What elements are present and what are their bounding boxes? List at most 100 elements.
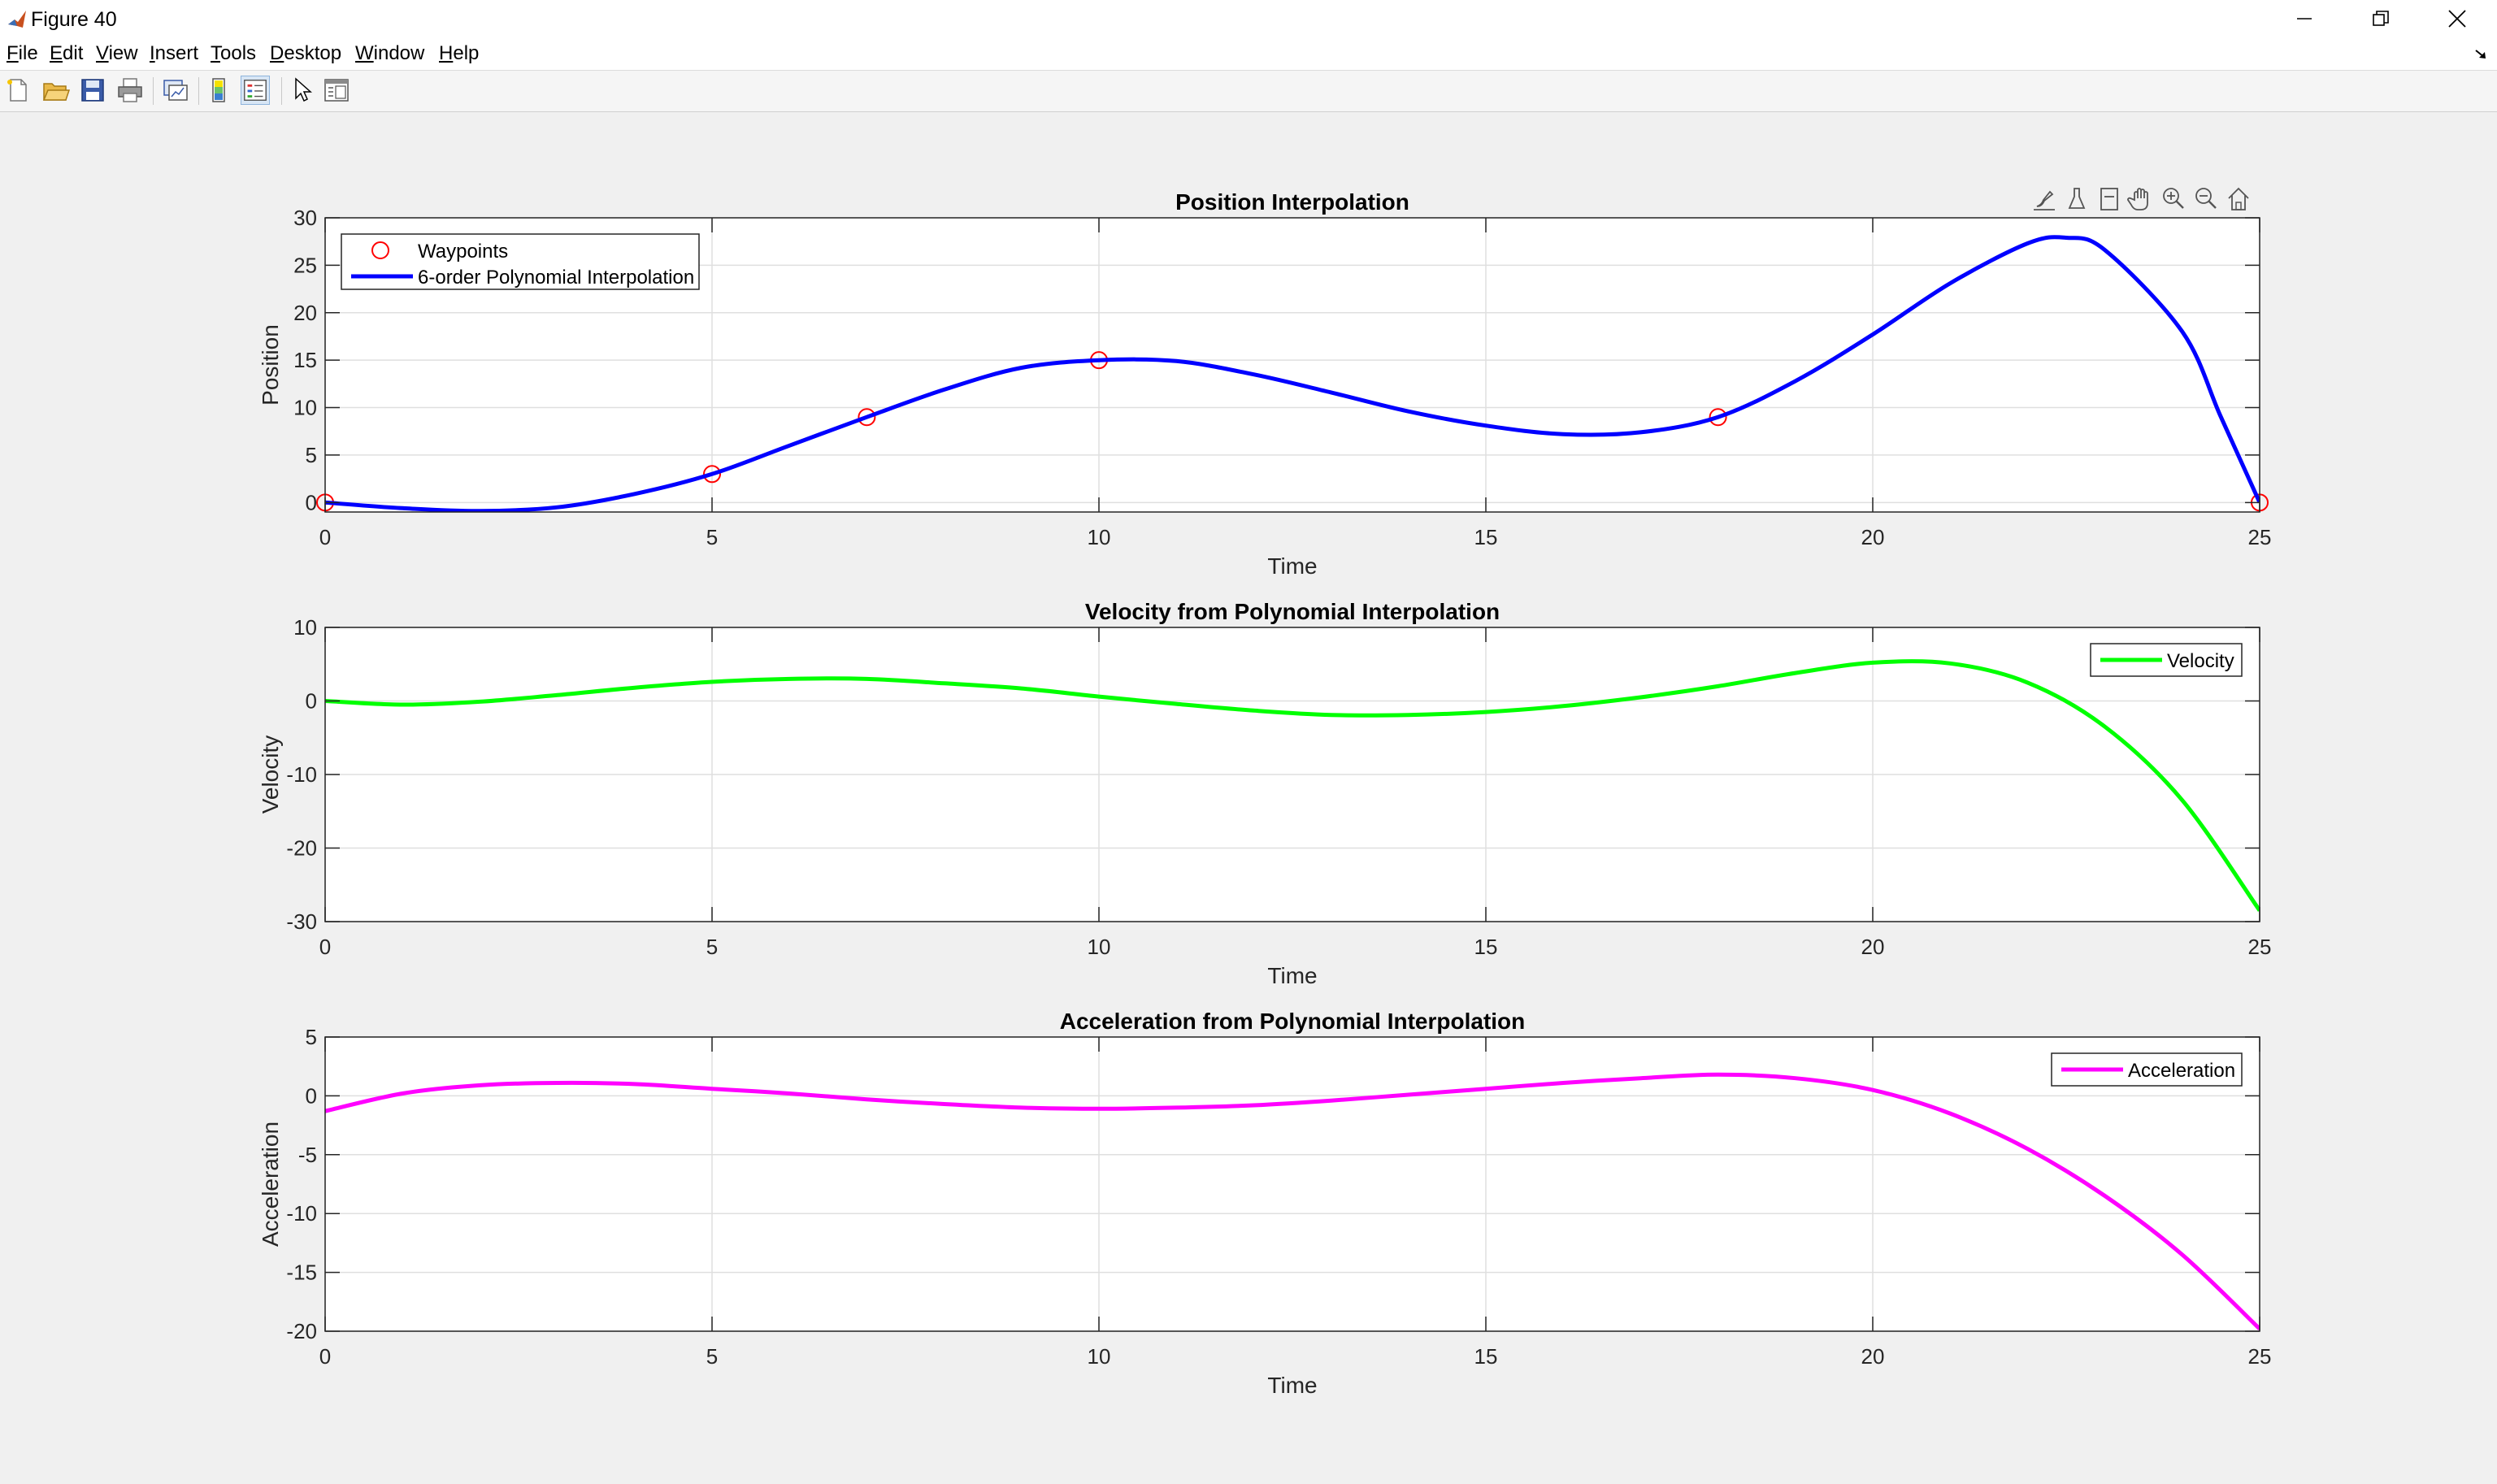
open-file-icon[interactable] [41, 76, 70, 105]
print-icon[interactable] [115, 76, 145, 105]
axes-toolbar [2034, 187, 2249, 210]
x-tick-label: 15 [1474, 935, 1498, 959]
x-tick-label: 5 [706, 935, 718, 959]
y-tick-label: 10 [293, 615, 317, 640]
x-tick-label: 15 [1474, 525, 1498, 549]
y-tick-label: 25 [293, 253, 317, 277]
menu-edit[interactable]: Edit [50, 42, 84, 64]
x-axis-label: Time [1267, 963, 1317, 988]
x-tick-label: 0 [319, 1344, 331, 1369]
brush-data-icon[interactable] [2034, 190, 2055, 210]
x-tick-label: 5 [706, 1344, 718, 1369]
x-axis-label: Time [1267, 1373, 1317, 1398]
x-tick-label: 10 [1088, 1344, 1111, 1369]
y-tick-label: -20 [286, 1319, 317, 1343]
legend[interactable]: Acceleration [2051, 1052, 2243, 1087]
y-tick-label: 0 [306, 689, 317, 714]
y-tick-label: -5 [298, 1143, 317, 1167]
menu-tools[interactable]: Tools [211, 42, 257, 64]
window-title: Figure 40 [31, 8, 117, 31]
series-line[interactable] [325, 235, 2260, 512]
title-bar: Figure 40 [0, 0, 2497, 37]
x-tick-label: 25 [2248, 935, 2272, 959]
series-line[interactable] [325, 659, 2260, 912]
axes-3[interactable]: 0 5 10 15 20 25 -20 -15 -10 -5 0 5 Acceleration from… [258, 1009, 2271, 1398]
property-inspector-icon[interactable] [322, 76, 351, 105]
y-tick-label: -15 [286, 1261, 317, 1285]
y-tick-label: 15 [293, 348, 317, 372]
y-tick-label: -10 [286, 1201, 317, 1226]
legend-label: Acceleration [2128, 1060, 2235, 1082]
y-tick-label: 20 [293, 301, 317, 325]
restore-button[interactable] [2344, 0, 2417, 37]
y-tick-label: 30 [293, 206, 317, 230]
y-tick-label: 0 [306, 1083, 317, 1108]
legend[interactable]: Waypoints 6-order Polynomial Interpolatio… [341, 233, 700, 290]
x-tick-label: 25 [2248, 1344, 2272, 1369]
legend-label: Velocity [2167, 650, 2234, 672]
waypoint-marker[interactable] [858, 408, 876, 427]
x-tick-label: 10 [1088, 525, 1111, 549]
legend-label: Waypoints [418, 241, 508, 263]
menu-file[interactable]: File [7, 42, 38, 64]
save-icon[interactable] [78, 76, 107, 105]
x-tick-label: 20 [1861, 1344, 1885, 1369]
x-axis-label: Time [1267, 553, 1317, 579]
y-tick-label: 5 [306, 1025, 317, 1049]
minimize-button[interactable] [2268, 0, 2341, 37]
toolbar-separator [281, 77, 282, 105]
waypoint-marker[interactable] [1709, 408, 1727, 427]
menu-window[interactable]: Window [355, 42, 425, 64]
edit-plot-icon[interactable] [288, 76, 317, 105]
axes-2[interactable]: 0 5 10 15 20 25 -30 -20 -10 0 10 Velocity from Poly… [258, 599, 2271, 988]
x-tick-label: 0 [319, 935, 331, 959]
x-tick-label: 20 [1861, 525, 1885, 549]
menu-view[interactable]: View [96, 42, 138, 64]
series-line[interactable] [325, 1072, 2260, 1330]
y-tick-label: -20 [286, 836, 317, 861]
dock-arrow-icon[interactable] [2473, 46, 2489, 62]
data-tips-icon[interactable] [2068, 188, 2086, 209]
close-icon [2448, 10, 2466, 28]
y-axis-label: Acceleration [258, 1122, 283, 1247]
x-tick-label: 25 [2248, 525, 2272, 549]
minimize-icon [2297, 18, 2312, 20]
y-tick-label: -10 [286, 762, 317, 787]
menu-insert[interactable]: Insert [150, 42, 199, 64]
toolbar-separator [198, 77, 199, 105]
zoom-in-icon[interactable] [2163, 188, 2184, 209]
close-button[interactable] [2421, 0, 2494, 37]
x-tick-label: 15 [1474, 1344, 1498, 1369]
restore-view-icon[interactable] [2100, 188, 2118, 210]
link-plot-icon[interactable] [161, 76, 190, 105]
legend-marker [371, 241, 389, 259]
menu-desktop[interactable]: Desktop [270, 42, 342, 64]
menu-bar: File Edit View Insert Tools Desktop Wind… [0, 37, 2497, 71]
axes-title: Acceleration from Polynomial Interpolati… [1060, 1009, 1526, 1034]
legend-icon[interactable] [241, 76, 270, 105]
y-axis-label: Velocity [258, 735, 283, 814]
legend[interactable]: Velocity [2090, 643, 2243, 677]
x-tick-label: 20 [1861, 935, 1885, 959]
menu-help[interactable]: Help [439, 42, 480, 64]
y-tick-label: 0 [306, 490, 317, 514]
matlab-logo-icon [8, 11, 26, 28]
new-figure-icon[interactable] [3, 76, 33, 105]
x-tick-label: 0 [319, 525, 331, 549]
toolbar-separator [153, 77, 154, 105]
waypoint-marker[interactable] [703, 465, 721, 484]
plot-area[interactable] [325, 1037, 2260, 1331]
pan-icon[interactable] [2127, 188, 2148, 210]
y-tick-label: 10 [293, 396, 317, 420]
home-icon[interactable] [2228, 187, 2249, 210]
legend-box[interactable] [341, 233, 700, 290]
axes-title: Velocity from Polynomial Interpolation [1085, 599, 1500, 624]
x-tick-label: 5 [706, 525, 718, 549]
axes-1[interactable]: 0 5 10 15 20 25 0 5 10 15 20 25 30 Position Interpola… [258, 189, 2271, 579]
figure-toolbar [0, 71, 2497, 112]
y-tick-label: -30 [286, 909, 317, 934]
colorbar-icon[interactable] [205, 76, 234, 105]
legend-label: 6-order Polynomial Interpolation [418, 267, 694, 289]
zoom-out-icon[interactable] [2195, 188, 2217, 209]
